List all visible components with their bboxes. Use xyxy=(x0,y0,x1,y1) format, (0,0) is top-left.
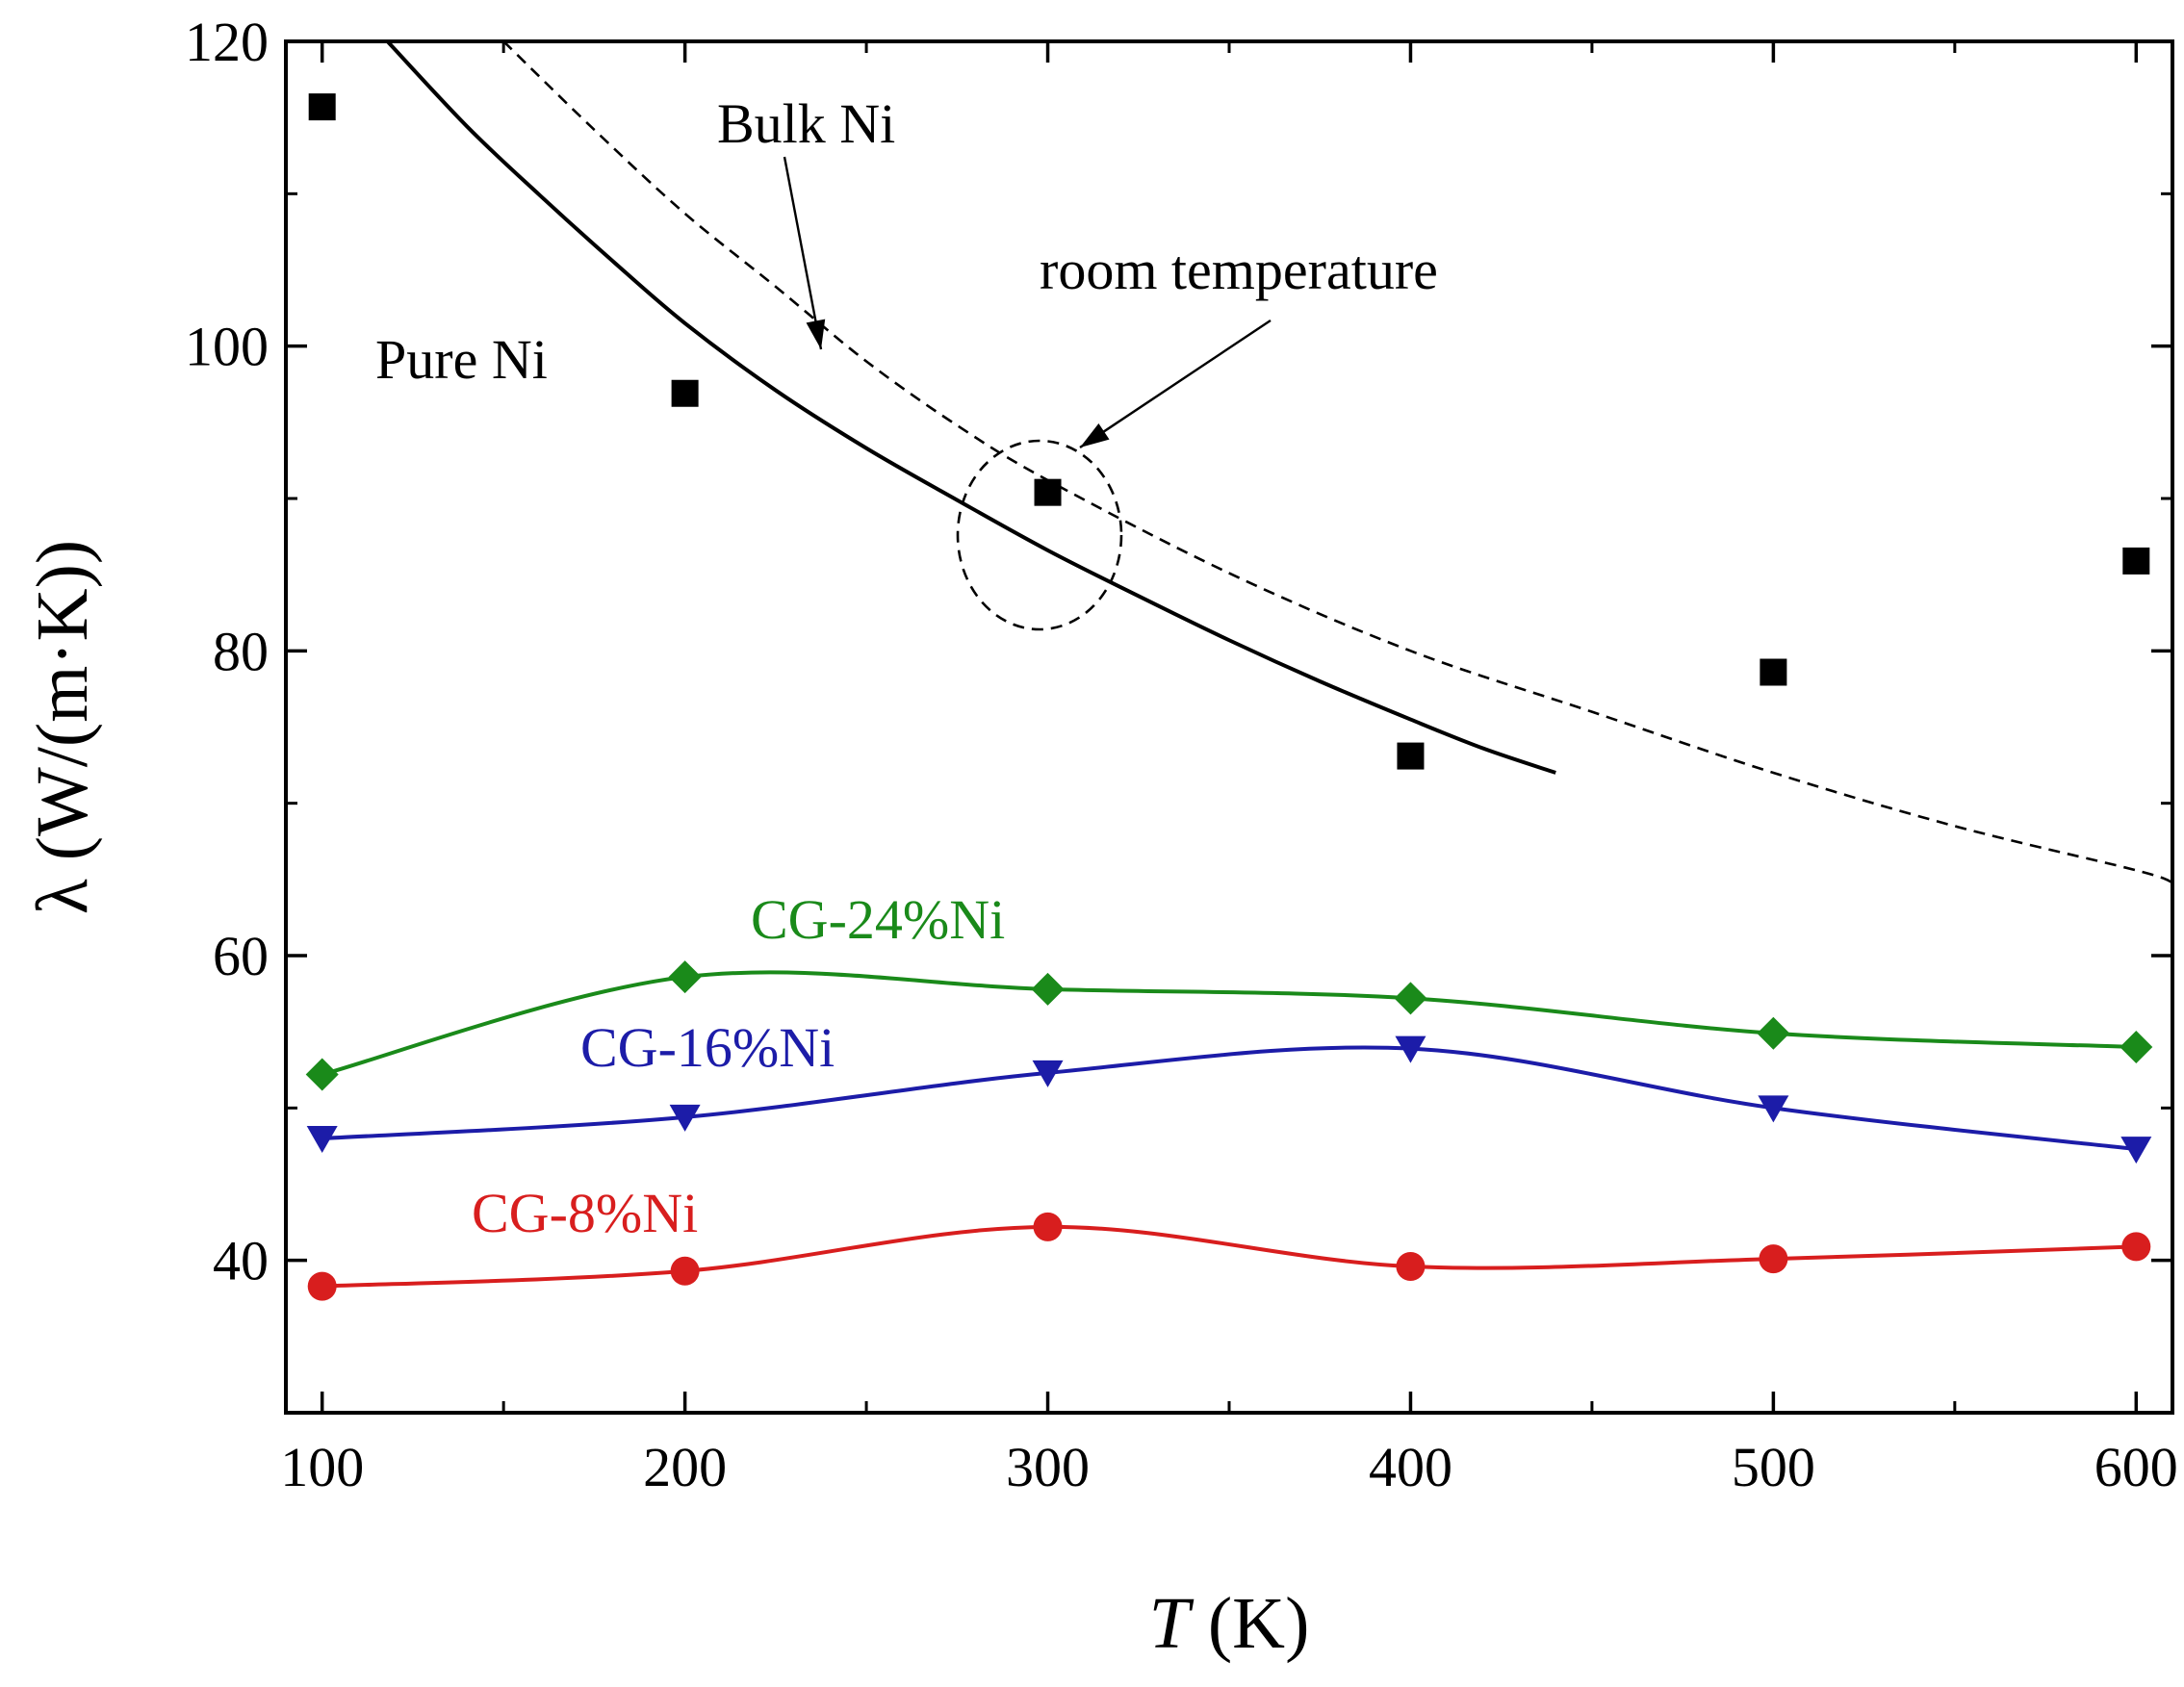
pure-ni-reference-curve xyxy=(386,41,1556,775)
x-tick-label: 300 xyxy=(1006,1436,1090,1498)
cg-24pctni-series xyxy=(305,960,2153,1091)
y-axis-title: λ (W/(m·K)) xyxy=(22,540,103,914)
pure-ni-point xyxy=(308,93,336,121)
cg-16pctni-point xyxy=(1395,1035,1426,1063)
cg-24pctni-point xyxy=(1757,1016,1790,1050)
cg-8pctni-series xyxy=(307,1212,2151,1301)
pure-ni-point xyxy=(1760,658,1787,686)
x-axis-title: T (K) xyxy=(1149,1583,1310,1664)
x-tick-label: 500 xyxy=(1732,1436,1815,1498)
cg-24pctni-label: CG-24%Ni xyxy=(751,888,1005,951)
cg-24pctni-point xyxy=(305,1058,339,1091)
bulk-ni-label: Bulk Ni xyxy=(717,92,895,155)
pure-ni-point xyxy=(2122,547,2150,575)
bulk-ni-reference-curve xyxy=(502,41,2172,884)
cg-8pctni-point xyxy=(1759,1244,1788,1274)
room-temperature-arrow-head xyxy=(1080,423,1110,447)
cg-24pctni-point xyxy=(1394,982,1427,1015)
pure-ni-label: Pure Ni xyxy=(375,328,548,391)
x-axis-title-symbol: T xyxy=(1149,1583,1195,1664)
cg-16pctni-line xyxy=(321,1045,2137,1152)
x-tick-label: 600 xyxy=(2094,1436,2178,1498)
pure-ni-point xyxy=(671,379,699,407)
y-tick-label: 100 xyxy=(185,316,269,378)
y-tick-label: 120 xyxy=(185,11,269,73)
x-tick-label: 200 xyxy=(643,1436,727,1498)
cg-16pctni-series xyxy=(306,1035,2152,1164)
room-temperature-arrow xyxy=(1079,320,1272,448)
cg-16pctni-point xyxy=(1032,1060,1064,1087)
x-tick-label: 100 xyxy=(280,1436,364,1498)
room-temperature-arrow-shaft xyxy=(1079,320,1272,448)
room-temperature-ellipse xyxy=(956,439,1123,631)
cg-16pctni-point xyxy=(669,1104,701,1132)
cg-16pctni-point xyxy=(306,1126,338,1153)
y-tick-label: 80 xyxy=(213,620,269,682)
x-axis-title-unit: (K) xyxy=(1190,1583,1310,1664)
cg-24pctni-point xyxy=(668,960,702,994)
cg-8pctni-label: CG-8%Ni xyxy=(472,1182,698,1244)
y-tick-label: 40 xyxy=(213,1230,269,1292)
pure-ni-point xyxy=(1034,478,1062,506)
bulk-ni-arrow xyxy=(783,156,826,350)
cg-8pctni-point xyxy=(2121,1232,2151,1262)
cg-8pctni-point xyxy=(307,1271,337,1301)
cg-8pctni-point xyxy=(1396,1252,1426,1281)
x-tick-label: 400 xyxy=(1369,1436,1452,1498)
cg-16pctni-point xyxy=(1758,1095,1789,1123)
pure-ni-series xyxy=(308,93,2150,770)
cg-24pctni-point xyxy=(2120,1031,2153,1063)
room-temperature-label: room temperature xyxy=(1040,239,1438,301)
cg-16pctni-point xyxy=(2120,1137,2152,1164)
cg-8pctni-point xyxy=(670,1256,700,1286)
cg-8pctni-point xyxy=(1033,1212,1063,1241)
cg-24pctni-point xyxy=(1031,972,1065,1006)
pure-ni-point xyxy=(1397,742,1425,770)
cg-8pctni-line xyxy=(321,1224,2137,1289)
cg-24pctni-line xyxy=(321,970,2137,1077)
bulk-ni-arrow-head xyxy=(806,319,826,349)
bulk-ni-arrow-shaft xyxy=(783,156,823,350)
cg-16pctni-label: CG-16%Ni xyxy=(580,1016,835,1079)
y-tick-label: 60 xyxy=(213,925,269,987)
